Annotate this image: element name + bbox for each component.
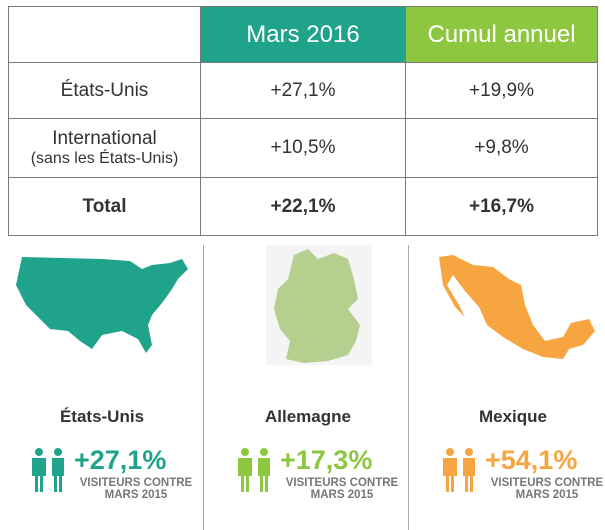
country-name: Mexique	[478, 407, 548, 426]
people-icon	[30, 448, 72, 492]
table-row: International (sans les États-Unis) +10,5…	[8, 118, 598, 178]
cell-cumul: +19,9%	[405, 62, 598, 119]
visitor-growth: +27,1%	[74, 445, 167, 475]
cell-mars: +27,1%	[200, 62, 406, 119]
row-label: International (sans les États-Unis)	[8, 118, 201, 178]
header-empty	[8, 6, 201, 63]
people-icon	[236, 448, 278, 492]
visitor-caption: VISITEURS CONTRE MARS 2015	[280, 477, 404, 501]
stats-table: Mars 2016 Cumul annuel États-Unis +27,1%…	[8, 6, 598, 236]
header-mars-2016: Mars 2016	[200, 6, 406, 63]
visitor-stat: +27,1% VISITEURS CONTRE MARS 2015	[30, 445, 210, 505]
cell-cumul: +16,7%	[405, 177, 598, 236]
visitor-caption: VISITEURS CONTRE MARS 2015	[485, 477, 605, 501]
visitor-stat: +17,3% VISITEURS CONTRE MARS 2015	[236, 445, 416, 505]
visitor-caption: VISITEURS CONTRE MARS 2015	[74, 477, 198, 501]
divider	[408, 245, 409, 530]
country-panel-2: Mexique +54,1% VISITEURS CONTRE MARS 2015	[413, 245, 605, 530]
country-name: Allemagne	[265, 407, 351, 426]
visitor-growth: +54,1%	[485, 445, 578, 475]
row-label: Total	[8, 177, 201, 236]
caption-line-2: MARS 2015	[310, 489, 374, 501]
caption-line-1: VISITEURS CONTRE	[490, 477, 604, 489]
caption-line-1: VISITEURS CONTRE	[285, 477, 399, 489]
cell-mars: +10,5%	[200, 118, 406, 178]
visitor-stat: +54,1% VISITEURS CONTRE MARS 2015	[441, 445, 605, 505]
germany-map	[266, 245, 372, 365]
cell-cumul: +9,8%	[405, 118, 598, 178]
table-row: États-Unis +27,1% +19,9%	[8, 62, 598, 119]
divider	[203, 245, 204, 530]
row-label-main: International	[52, 128, 157, 149]
country-panel-0: États-Unis +27,1% VISITEURS CONTRE MARS 2…	[2, 245, 202, 530]
caption-line-1: VISITEURS CONTRE	[79, 477, 193, 489]
caption-line-2: MARS 2015	[515, 489, 579, 501]
mexico-map	[439, 255, 595, 359]
visitor-growth: +17,3%	[280, 445, 373, 475]
country-name: États-Unis	[59, 407, 145, 426]
people-icon	[441, 448, 483, 492]
caption-line-2: MARS 2015	[104, 489, 168, 501]
table-row-total: Total +22,1% +16,7%	[8, 177, 598, 236]
table-header-row: Mars 2016 Cumul annuel	[8, 6, 598, 63]
cell-mars: +22,1%	[200, 177, 406, 236]
country-panel-1: Allemagne +17,3% VISITEURS CONTRE MARS 20…	[208, 245, 408, 530]
row-label: États-Unis	[8, 62, 201, 119]
header-cumul-annuel: Cumul annuel	[405, 6, 598, 63]
row-label-sub: (sans les États-Unis)	[30, 150, 179, 167]
usa-map	[16, 257, 188, 353]
